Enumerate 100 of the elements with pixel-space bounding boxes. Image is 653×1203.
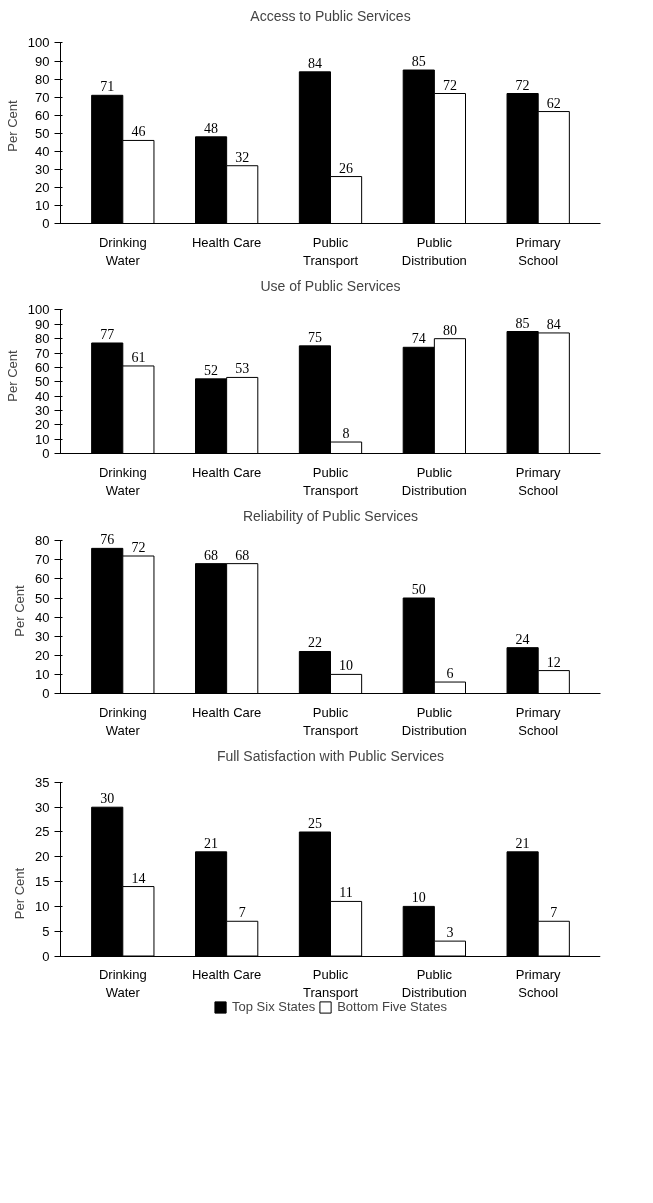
legend-label: Bottom Five States — [337, 999, 447, 1014]
x-tick-label: Primary School — [515, 234, 562, 268]
data-label: 62 — [546, 95, 561, 111]
data-label: 61 — [131, 349, 146, 365]
data-label: 72 — [131, 540, 146, 555]
x-tick-label: Public Transport — [302, 967, 359, 1000]
y-tick-label: 0 — [42, 446, 50, 461]
x-tick-label: Primary School — [515, 704, 562, 738]
data-label: 26 — [339, 160, 354, 176]
data-label: 76 — [100, 532, 115, 548]
data-label: 3 — [446, 925, 454, 941]
data-label: 77 — [100, 326, 115, 342]
data-label: 46 — [131, 124, 146, 140]
data-label: 84 — [307, 55, 322, 71]
x-tick-label: Drinking Water — [98, 967, 147, 1000]
data-label: 6 — [446, 666, 454, 682]
y-tick-label: 40 — [35, 609, 50, 625]
data-label: 7 — [238, 905, 246, 921]
x-tick-label: Public Distribution — [401, 464, 467, 498]
y-tick-label: 80 — [35, 533, 50, 549]
chart-title: Reliability of Public Services — [242, 507, 419, 524]
x-tick-label: Public Transport — [302, 234, 359, 268]
data-label: 24 — [515, 631, 530, 647]
y-tick-label: 35 — [35, 774, 50, 790]
data-label: 68 — [204, 547, 219, 563]
data-label: 71 — [100, 79, 115, 95]
x-tick-label: Primary School — [515, 464, 562, 498]
y-tick-label: 100 — [27, 302, 50, 318]
y-tick-label: 5 — [42, 923, 50, 939]
data-label: 52 — [204, 362, 219, 378]
y-tick-label: 60 — [35, 107, 50, 123]
y-tick-label: 30 — [35, 628, 50, 644]
chart-title: Use of Public Services — [260, 277, 401, 294]
y-axis-title: Per Cent — [12, 867, 28, 920]
x-tick-label: Primary School — [515, 967, 562, 1000]
y-tick-label: 60 — [35, 571, 50, 587]
y-tick-label: 20 — [35, 849, 50, 865]
data-label: 50 — [411, 582, 426, 598]
y-tick-label: 90 — [35, 316, 50, 332]
y-tick-label: 80 — [35, 331, 50, 347]
y-tick-label: 10 — [35, 197, 50, 213]
y-tick-label: 100 — [27, 35, 50, 51]
data-label: 68 — [235, 547, 250, 563]
y-tick-label: 60 — [35, 359, 50, 375]
data-label: 53 — [235, 361, 250, 377]
data-label: 72 — [515, 77, 530, 93]
y-axis-title: Per Cent — [12, 584, 28, 637]
y-tick-label: 50 — [35, 125, 50, 141]
data-label: 14 — [131, 870, 146, 886]
y-tick-label: 10 — [35, 431, 50, 447]
data-label: 32 — [235, 149, 250, 165]
y-tick-label: 80 — [35, 71, 50, 87]
data-label: 85 — [411, 54, 426, 70]
y-tick-label: 15 — [35, 874, 50, 890]
data-label: 7 — [550, 905, 558, 921]
data-label: 22 — [307, 635, 322, 651]
y-axis-title: Per Cent — [4, 99, 20, 152]
chart-title: Full Satisfaction with Public Services — [216, 747, 445, 764]
x-tick-label: Public Transport — [302, 464, 359, 498]
y-tick-label: 10 — [35, 666, 50, 682]
x-tick-label: Health Care — [191, 967, 262, 982]
data-label: 12 — [546, 654, 561, 670]
data-label: 21 — [515, 835, 530, 851]
y-tick-label: 70 — [35, 89, 50, 105]
y-tick-label: 20 — [35, 417, 50, 433]
y-tick-label: 0 — [42, 948, 50, 964]
y-tick-label: 70 — [35, 345, 50, 361]
y-tick-label: 20 — [35, 647, 50, 663]
y-axis-title: Per Cent — [4, 349, 20, 402]
x-tick-label: Drinking Water — [98, 704, 147, 738]
data-label: 75 — [307, 329, 322, 345]
y-tick-label: 0 — [42, 216, 50, 231]
y-tick-label: 40 — [35, 143, 50, 159]
y-tick-label: 70 — [35, 552, 50, 568]
data-label: 11 — [339, 885, 353, 901]
x-tick-label: Public Distribution — [401, 967, 467, 1000]
data-label: 8 — [342, 426, 350, 442]
data-label: 30 — [100, 791, 115, 807]
y-tick-label: 25 — [35, 824, 50, 840]
data-label: 25 — [307, 815, 322, 831]
data-label: 10 — [339, 658, 354, 674]
x-tick-label: Drinking Water — [98, 234, 147, 268]
data-label: 84 — [546, 316, 561, 332]
data-label: 85 — [515, 315, 530, 331]
y-tick-label: 30 — [35, 161, 50, 177]
x-tick-label: Drinking Water — [98, 464, 147, 498]
x-tick-label: Public Distribution — [401, 234, 467, 268]
chart-title: Access to Public Services — [250, 7, 411, 24]
x-tick-label: Public Transport — [302, 704, 359, 738]
data-label: 72 — [442, 77, 457, 93]
data-label: 21 — [204, 835, 219, 851]
y-tick-label: 30 — [35, 402, 50, 418]
y-tick-label: 40 — [35, 388, 50, 404]
data-label: 80 — [442, 322, 457, 338]
y-tick-label: 10 — [35, 898, 50, 914]
y-tick-label: 90 — [35, 53, 50, 69]
legend-label: Top Six States — [232, 999, 316, 1014]
y-tick-label: 30 — [35, 799, 50, 815]
data-label: 74 — [411, 331, 426, 347]
y-tick-label: 0 — [42, 686, 50, 701]
